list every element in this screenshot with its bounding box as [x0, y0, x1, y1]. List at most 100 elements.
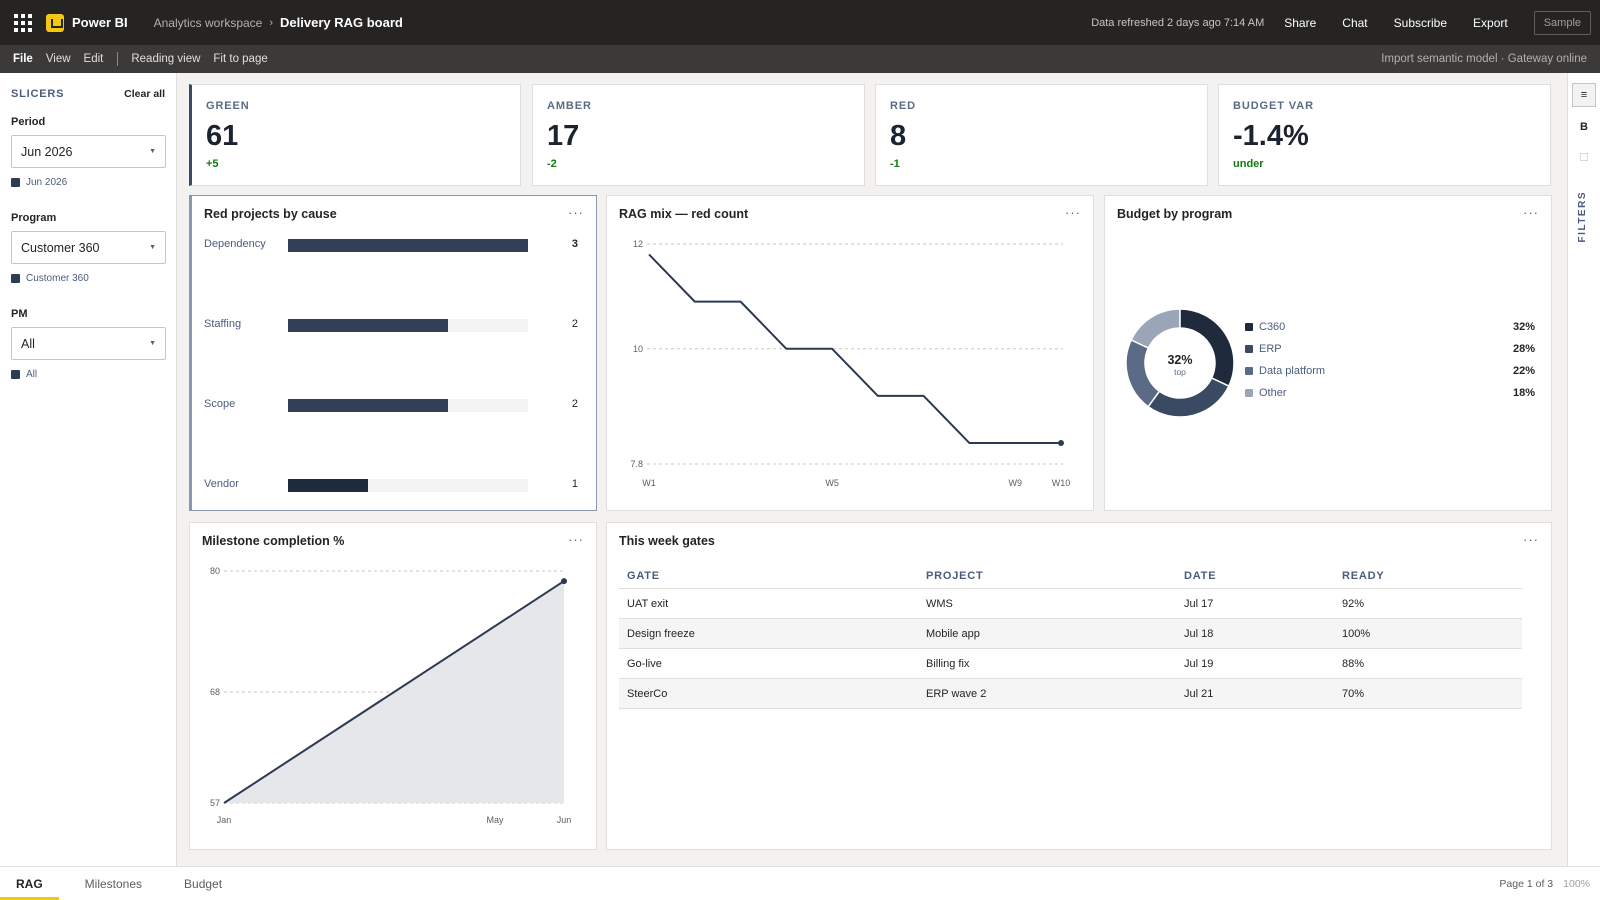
table-cell: Go-live: [627, 657, 662, 670]
selection-icon[interactable]: ☐: [1579, 151, 1589, 164]
chat-button[interactable]: Chat: [1342, 15, 1368, 30]
kpi-card-amber[interactable]: AMBER 17 -2: [532, 84, 865, 186]
y-tick-label: 68: [210, 687, 220, 697]
red-by-cause-visual[interactable]: Red projects by cause ··· Dependency 3 Sta…: [189, 195, 597, 511]
menu-fit-to-page[interactable]: Fit to page: [213, 53, 268, 65]
legend-item[interactable]: ERP 28%: [1245, 343, 1535, 357]
menu-reading-view[interactable]: Reading view: [131, 53, 201, 65]
kpi-card-budget-var[interactable]: BUDGET VAR -1.4% under: [1218, 84, 1551, 186]
pm-chip[interactable]: All: [11, 369, 165, 380]
legend-item[interactable]: Data platform 22%: [1245, 365, 1535, 379]
hbar-track: [288, 239, 528, 252]
more-options-icon[interactable]: ···: [1065, 205, 1081, 220]
pm-dropdown[interactable]: All ▼: [11, 327, 166, 360]
filters-toggle-icon[interactable]: ≡: [1572, 83, 1596, 107]
visual-title: RAG mix — red count: [619, 207, 749, 221]
sample-button[interactable]: Sample: [1533, 10, 1591, 35]
hbar-track: [288, 399, 528, 412]
period-label: Period: [11, 116, 46, 128]
breadcrumb-separator-icon: ›: [269, 16, 274, 29]
hbar-bar[interactable]: [288, 479, 368, 492]
legend-value: 32%: [1512, 321, 1535, 333]
legend-label: C360: [1259, 321, 1286, 333]
hbar-bar[interactable]: [288, 239, 528, 252]
hbar-value-label: 1: [571, 478, 578, 490]
column-header[interactable]: DATE: [1184, 569, 1217, 582]
tab-rag[interactable]: RAG: [0, 867, 59, 900]
rag-mix-visual[interactable]: RAG mix — red count ··· 12 10 7.8 W1 W5 W9 W10: [606, 195, 1094, 511]
page-tabs-bar: RAG Milestones Budget Page 1 of 3 100%: [0, 866, 1600, 900]
clear-all-button[interactable]: Clear all: [124, 88, 165, 100]
table-row[interactable]: Go-live Billing fix Jul 19 88%: [619, 649, 1522, 679]
x-tick-label: Jan: [217, 815, 232, 825]
program-dropdown[interactable]: Customer 360 ▼: [11, 231, 166, 264]
menu-view[interactable]: View: [45, 53, 71, 65]
donut-slice: [1130, 308, 1181, 350]
chevron-down-icon: ▼: [149, 148, 156, 155]
zoom-level[interactable]: 100%: [1563, 877, 1590, 890]
hbar-value-label: 2: [571, 398, 578, 410]
period-chip[interactable]: Jun 2026: [11, 177, 165, 188]
kpi-value: 8: [890, 120, 907, 152]
more-options-icon[interactable]: ···: [1523, 205, 1539, 220]
hbar-bar[interactable]: [288, 319, 448, 332]
table-row[interactable]: UAT exit WMS Jul 17 92%: [619, 589, 1522, 619]
table-cell: Jul 18: [1184, 627, 1214, 640]
hbar-row[interactable]: Scope 2: [204, 398, 578, 412]
share-button[interactable]: Share: [1284, 15, 1317, 30]
milestone-visual[interactable]: Milestone completion % ··· 80 68 57 Jan May J…: [189, 522, 597, 850]
donut-center-value: 32%: [1167, 353, 1192, 367]
table-cell: 92%: [1342, 597, 1365, 610]
kpi-value: -1.4%: [1233, 120, 1309, 152]
column-header[interactable]: GATE: [627, 569, 660, 582]
area-chart: 80 68 57 Jan May Jun: [210, 566, 571, 825]
more-options-icon[interactable]: ···: [568, 532, 584, 547]
gates-visual[interactable]: This week gates ··· GATE PROJECT DATE RE…: [606, 522, 1552, 850]
export-button[interactable]: Export: [1473, 15, 1508, 30]
hbar-row[interactable]: Vendor 1: [204, 478, 578, 492]
pm-chip-label: All: [26, 369, 38, 380]
filters-label[interactable]: FILTERS: [1577, 191, 1588, 243]
menu-file[interactable]: File: [13, 53, 33, 65]
breadcrumb-workspace[interactable]: Analytics workspace: [153, 15, 263, 30]
page-status: Page 1 of 3 100%: [1499, 867, 1590, 900]
powerbi-logo-icon: [46, 13, 64, 32]
column-header[interactable]: READY: [1342, 569, 1385, 582]
period-dropdown[interactable]: Jun 2026 ▼: [11, 135, 166, 168]
page-info: Page 1 of 3: [1499, 877, 1554, 890]
more-options-icon[interactable]: ···: [1523, 532, 1539, 547]
tab-budget[interactable]: Budget: [184, 876, 223, 891]
column-header[interactable]: PROJECT: [926, 569, 984, 582]
hbar-row[interactable]: Dependency 3: [204, 238, 578, 252]
budget-program-visual[interactable]: Budget by program ··· 32% top C360 32% ERP…: [1104, 195, 1552, 511]
hbar-track: [288, 479, 528, 492]
visual-title: Milestone completion %: [202, 534, 345, 548]
kpi-card-red[interactable]: RED 8 -1: [875, 84, 1208, 186]
kpi-card-green[interactable]: GREEN 61 +5: [189, 84, 521, 186]
app-name[interactable]: Power BI: [72, 15, 128, 30]
x-tick-label: May: [486, 815, 504, 825]
period-value: Jun 2026: [21, 144, 73, 159]
top-bar: Power BI Analytics workspace › Delivery …: [0, 0, 1600, 45]
menu-edit[interactable]: Edit: [83, 53, 104, 65]
hbar-row[interactable]: Staffing 2: [204, 318, 578, 332]
bookmark-icon[interactable]: B: [1580, 121, 1588, 133]
subscribe-button[interactable]: Subscribe: [1393, 15, 1448, 30]
donut-center-sub: top: [1174, 367, 1186, 377]
hbar-bar[interactable]: [288, 399, 448, 412]
legend-item[interactable]: C360 32%: [1245, 321, 1535, 335]
chip-swatch-icon: [11, 274, 20, 283]
table-header: GATE PROJECT DATE READY: [619, 563, 1522, 589]
chevron-down-icon: ▼: [149, 244, 156, 251]
table-row[interactable]: SteerCo ERP wave 2 Jul 21 70%: [619, 679, 1522, 709]
tab-milestones[interactable]: Milestones: [84, 876, 143, 891]
table-row[interactable]: Design freeze Mobile app Jul 18 100%: [619, 619, 1522, 649]
legend-value: 22%: [1512, 365, 1535, 377]
legend-swatch-icon: [1245, 323, 1253, 331]
app-launcher-icon[interactable]: [14, 13, 32, 32]
program-chip[interactable]: Customer 360: [11, 273, 165, 284]
more-options-icon[interactable]: ···: [568, 205, 584, 220]
series-line: [223, 580, 565, 804]
slicers-pane: SLICERS Clear all Period Jun 2026 ▼ Jun …: [0, 73, 177, 866]
legend-item[interactable]: Other 18%: [1245, 387, 1535, 401]
